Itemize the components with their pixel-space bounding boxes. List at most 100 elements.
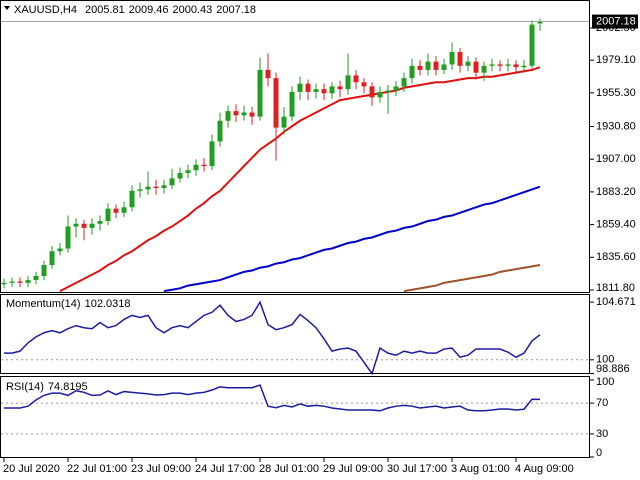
candle-body <box>73 223 79 227</box>
plots <box>1 18 590 435</box>
candle-body <box>33 275 39 281</box>
y-tick-label: 1930.80 <box>596 120 636 132</box>
candle-body <box>489 64 495 66</box>
candle-body <box>217 120 223 142</box>
header-low: 2000.43 <box>173 4 213 16</box>
moving-average <box>403 263 541 293</box>
header-open: 2005.81 <box>85 4 125 16</box>
candle-body <box>241 112 247 116</box>
candle-body <box>137 189 143 191</box>
momentum-title: Momentum(14) <box>6 298 81 310</box>
candle-body <box>377 91 383 98</box>
candle-body <box>521 65 527 68</box>
y-tick-label: 0 <box>596 447 602 459</box>
candle-body <box>393 86 399 91</box>
x-tick-label: 4 Aug 09:00 <box>515 463 574 475</box>
candle-body <box>145 186 151 190</box>
candle-body <box>9 281 15 283</box>
y-tick-label: 1883.20 <box>596 186 636 198</box>
candle-body <box>177 172 183 179</box>
candle-body <box>305 83 311 92</box>
candle-body <box>481 65 487 73</box>
y-tick-label: 1811.80 <box>596 282 635 294</box>
rsi-panel-frame <box>0 376 590 458</box>
x-tick-label: 3 Aug 01:00 <box>451 463 510 475</box>
x-tick-label: 28 Jul 01:00 <box>259 463 319 475</box>
candle-body <box>513 64 519 68</box>
candle-body <box>41 264 47 276</box>
candle-body <box>105 208 111 222</box>
y-tick-label: 1907.00 <box>596 153 636 165</box>
candle-body <box>361 82 367 87</box>
candle-body <box>201 164 207 167</box>
y-tick-label: 1955.30 <box>596 87 636 99</box>
candle-body <box>505 64 511 66</box>
candle-body <box>297 83 303 92</box>
price-box <box>592 14 638 29</box>
candle-body <box>153 186 159 189</box>
candle-body <box>249 112 255 117</box>
candle-body <box>353 75 359 83</box>
x-tick-label: 20 Jul 2020 <box>3 463 60 475</box>
header-close: 2007.18 <box>216 4 256 16</box>
y-tick-label: 100 <box>596 376 614 388</box>
rsi-title: RSI(14) <box>6 381 44 393</box>
momentum-header: Momentum(14) 102.0318 <box>6 298 130 310</box>
price-panel-frame <box>0 0 590 293</box>
candle-body <box>17 281 23 283</box>
candle-body <box>57 248 63 252</box>
y-tick-label: 30 <box>596 428 608 440</box>
candle-body <box>529 24 535 66</box>
candle-body <box>257 69 263 117</box>
candle-body <box>497 64 503 66</box>
x-tick-label: 24 Jul 17:00 <box>195 463 255 475</box>
candle-body <box>129 190 135 208</box>
candle-body <box>385 90 391 92</box>
candle-body <box>49 251 55 265</box>
x-tick-label: 29 Jul 09:00 <box>323 463 383 475</box>
rsi-last: 74.8195 <box>48 381 88 393</box>
momentum-panel-frame <box>0 294 590 374</box>
current-price: 2007.18 <box>596 16 636 28</box>
candle-body <box>537 21 543 24</box>
moving-average <box>59 66 541 292</box>
candle-body <box>169 178 175 186</box>
moving-average <box>163 185 541 293</box>
candle-body <box>65 226 71 249</box>
indicator-line <box>4 384 541 412</box>
candle-body <box>417 65 423 70</box>
y-tick-label: 98.886 <box>596 363 630 375</box>
header-high: 2009.46 <box>129 4 169 16</box>
candle-body <box>425 61 431 70</box>
menu-triangle[interactable] <box>4 6 10 10</box>
candle-body <box>89 223 95 228</box>
y-tick-label: 1859.40 <box>596 218 636 230</box>
candle-body <box>273 78 279 128</box>
candle-body <box>433 61 439 70</box>
candle-body <box>337 86 343 90</box>
candle-body <box>161 185 167 189</box>
candle-body <box>225 111 231 121</box>
candle-body <box>113 208 119 213</box>
candle-body <box>409 65 415 79</box>
x-tick-label: 30 Jul 17:00 <box>387 463 447 475</box>
indicator-line <box>4 300 541 376</box>
candle-body <box>209 141 215 167</box>
x-tick-label: 23 Jul 09:00 <box>131 463 191 475</box>
y-tick-label: 70 <box>596 397 608 409</box>
candle-body <box>233 111 239 116</box>
candle-body <box>369 86 375 98</box>
candle-body <box>185 170 191 173</box>
candle-body <box>313 89 319 92</box>
candle-body <box>193 164 199 171</box>
rsi-header: RSI(14) 74.8195 <box>6 381 88 393</box>
candle-body <box>329 86 335 94</box>
candle-body <box>265 69 271 79</box>
candle-body <box>281 116 287 128</box>
y-tick-label: 1835.60 <box>596 251 636 263</box>
candle-body <box>441 64 447 70</box>
candle-body <box>289 91 295 117</box>
candle-body <box>449 52 455 65</box>
